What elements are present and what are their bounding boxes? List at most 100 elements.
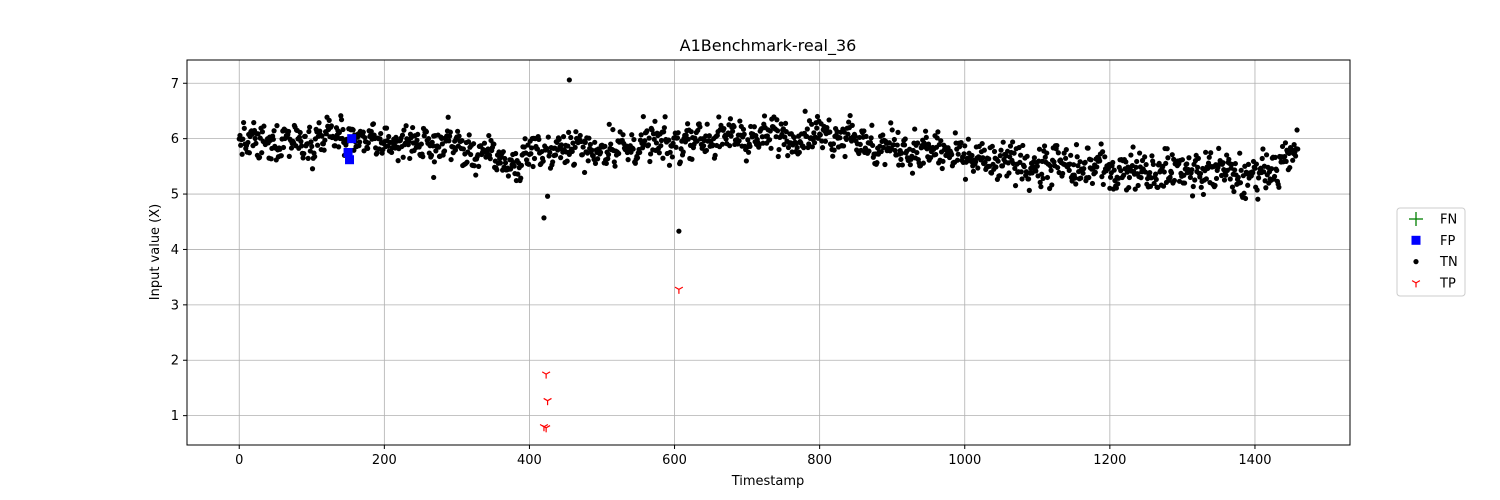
tn-point <box>727 143 733 149</box>
tn-point <box>889 127 895 133</box>
x-tick-label: 1200 <box>1093 453 1126 468</box>
tn-point <box>993 164 999 170</box>
tn-point <box>1237 180 1244 186</box>
tn-point <box>1147 170 1153 176</box>
tn-point <box>804 126 810 132</box>
tn-point <box>955 151 961 157</box>
tn-point <box>1110 159 1116 166</box>
legend-label-fn: FN <box>1440 213 1457 228</box>
tn-point <box>1195 155 1201 161</box>
tn-point <box>1077 159 1083 165</box>
tn-point <box>473 172 479 178</box>
tn-point <box>1169 152 1175 158</box>
tn-point <box>811 130 817 136</box>
tn-point <box>1026 187 1032 193</box>
tn-point <box>441 148 448 154</box>
tn-point <box>328 123 334 129</box>
tn-point <box>688 129 694 135</box>
legend-label-tn: TN <box>1439 255 1458 270</box>
tn-point <box>288 145 295 151</box>
tn-point <box>1005 160 1011 166</box>
tn-point <box>425 136 432 142</box>
tn-point <box>388 149 395 156</box>
tn-point <box>436 144 442 150</box>
tn-point <box>1245 182 1251 188</box>
tn-point <box>259 129 266 135</box>
tn-point <box>1184 161 1190 167</box>
tn-point <box>558 155 564 161</box>
tn-point <box>240 136 246 142</box>
tn-point <box>670 140 676 146</box>
tn-point <box>1189 167 1195 173</box>
tn-point <box>776 146 782 153</box>
tn-point <box>339 135 345 142</box>
tn-point <box>1007 143 1014 149</box>
tn-point <box>239 151 245 157</box>
tn-point <box>1181 172 1187 178</box>
tn-point <box>920 160 926 166</box>
tn-point <box>814 113 821 120</box>
tn-point <box>1070 162 1077 168</box>
tn-point <box>316 120 322 126</box>
tn-point <box>447 129 453 135</box>
tn-point <box>703 147 710 154</box>
tn-point <box>307 124 313 130</box>
tn-point <box>737 118 743 124</box>
tn-point <box>745 149 752 155</box>
tn-point <box>285 128 292 135</box>
y-tick-label: 1 <box>171 409 179 424</box>
tn-point <box>1221 177 1228 183</box>
tn-point <box>914 149 920 156</box>
tn-point <box>782 120 789 126</box>
tn-point <box>961 151 967 157</box>
tn-point <box>814 125 820 131</box>
tn-point <box>1235 174 1241 180</box>
tn-point <box>286 153 292 159</box>
tn-point <box>954 157 961 163</box>
tn-point <box>1072 175 1078 181</box>
tn-point <box>802 108 808 114</box>
tn-point <box>505 173 512 179</box>
tn-point <box>365 145 371 152</box>
tn-point <box>861 128 867 134</box>
tn-point <box>1271 173 1278 180</box>
tn-point <box>685 121 691 127</box>
tn-point <box>675 130 681 136</box>
plot-frame <box>186 59 1351 446</box>
tn-point <box>556 136 562 143</box>
tn-point <box>336 129 342 136</box>
x-tick-label: 800 <box>807 453 832 468</box>
tn-point <box>863 133 869 139</box>
tn-point <box>1156 160 1162 167</box>
tn-point <box>728 133 734 139</box>
tn-point <box>572 144 578 150</box>
tn-point <box>1160 183 1167 189</box>
tn-point <box>459 137 465 144</box>
tn-point <box>393 134 399 140</box>
tn-point <box>558 142 564 148</box>
tn-point <box>962 143 968 149</box>
tn-point <box>350 127 356 133</box>
tn-point <box>464 159 470 165</box>
tn-point <box>652 118 658 124</box>
tn-point <box>658 137 665 144</box>
tn-point <box>731 124 737 130</box>
tn-point <box>907 162 913 168</box>
tn-point <box>525 142 531 148</box>
tn-point <box>923 134 929 141</box>
tn-point <box>420 154 426 160</box>
tn-point <box>1123 159 1129 165</box>
tn-point <box>868 135 874 141</box>
tn-point <box>928 155 934 161</box>
tn-point <box>979 140 985 147</box>
tn-point <box>791 134 797 141</box>
y-tick-label: 7 <box>171 77 179 92</box>
legend-marker-fn <box>1409 212 1423 226</box>
x-axis-title: Timestamp <box>731 474 805 489</box>
tn-point <box>439 141 445 147</box>
tn-point <box>1099 174 1105 180</box>
tn-point <box>605 151 612 158</box>
tn-point <box>278 153 284 159</box>
tn-point <box>1255 175 1262 181</box>
tn-point <box>634 155 641 161</box>
